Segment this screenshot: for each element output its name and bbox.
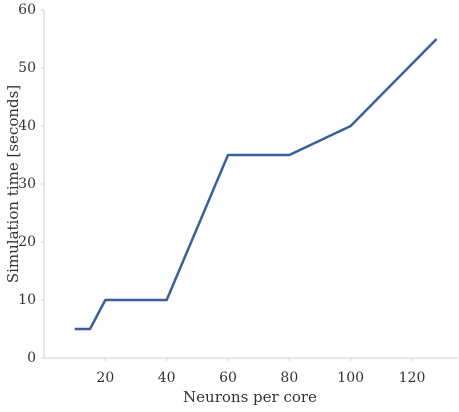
y-tick-label: 0 bbox=[27, 350, 36, 366]
y-axis-title: Simulation time [seconds] bbox=[4, 85, 22, 283]
y-tick-label: 20 bbox=[18, 234, 36, 250]
y-tick-label: 60 bbox=[18, 2, 36, 18]
y-tick-label: 10 bbox=[18, 292, 36, 308]
y-tick-label: 30 bbox=[18, 176, 36, 192]
x-tick-label: 60 bbox=[219, 370, 237, 386]
x-axis-title: Neurons per core bbox=[183, 388, 317, 406]
y-tick-label: 40 bbox=[18, 118, 36, 134]
line-series bbox=[74, 38, 438, 331]
x-tick-label: 40 bbox=[158, 370, 176, 386]
x-tick-label: 80 bbox=[280, 370, 298, 386]
x-tick-label: 120 bbox=[399, 370, 426, 386]
y-tick-label: 50 bbox=[18, 60, 36, 76]
x-tick-label: 100 bbox=[337, 370, 364, 386]
x-tick-label: 20 bbox=[96, 370, 114, 386]
